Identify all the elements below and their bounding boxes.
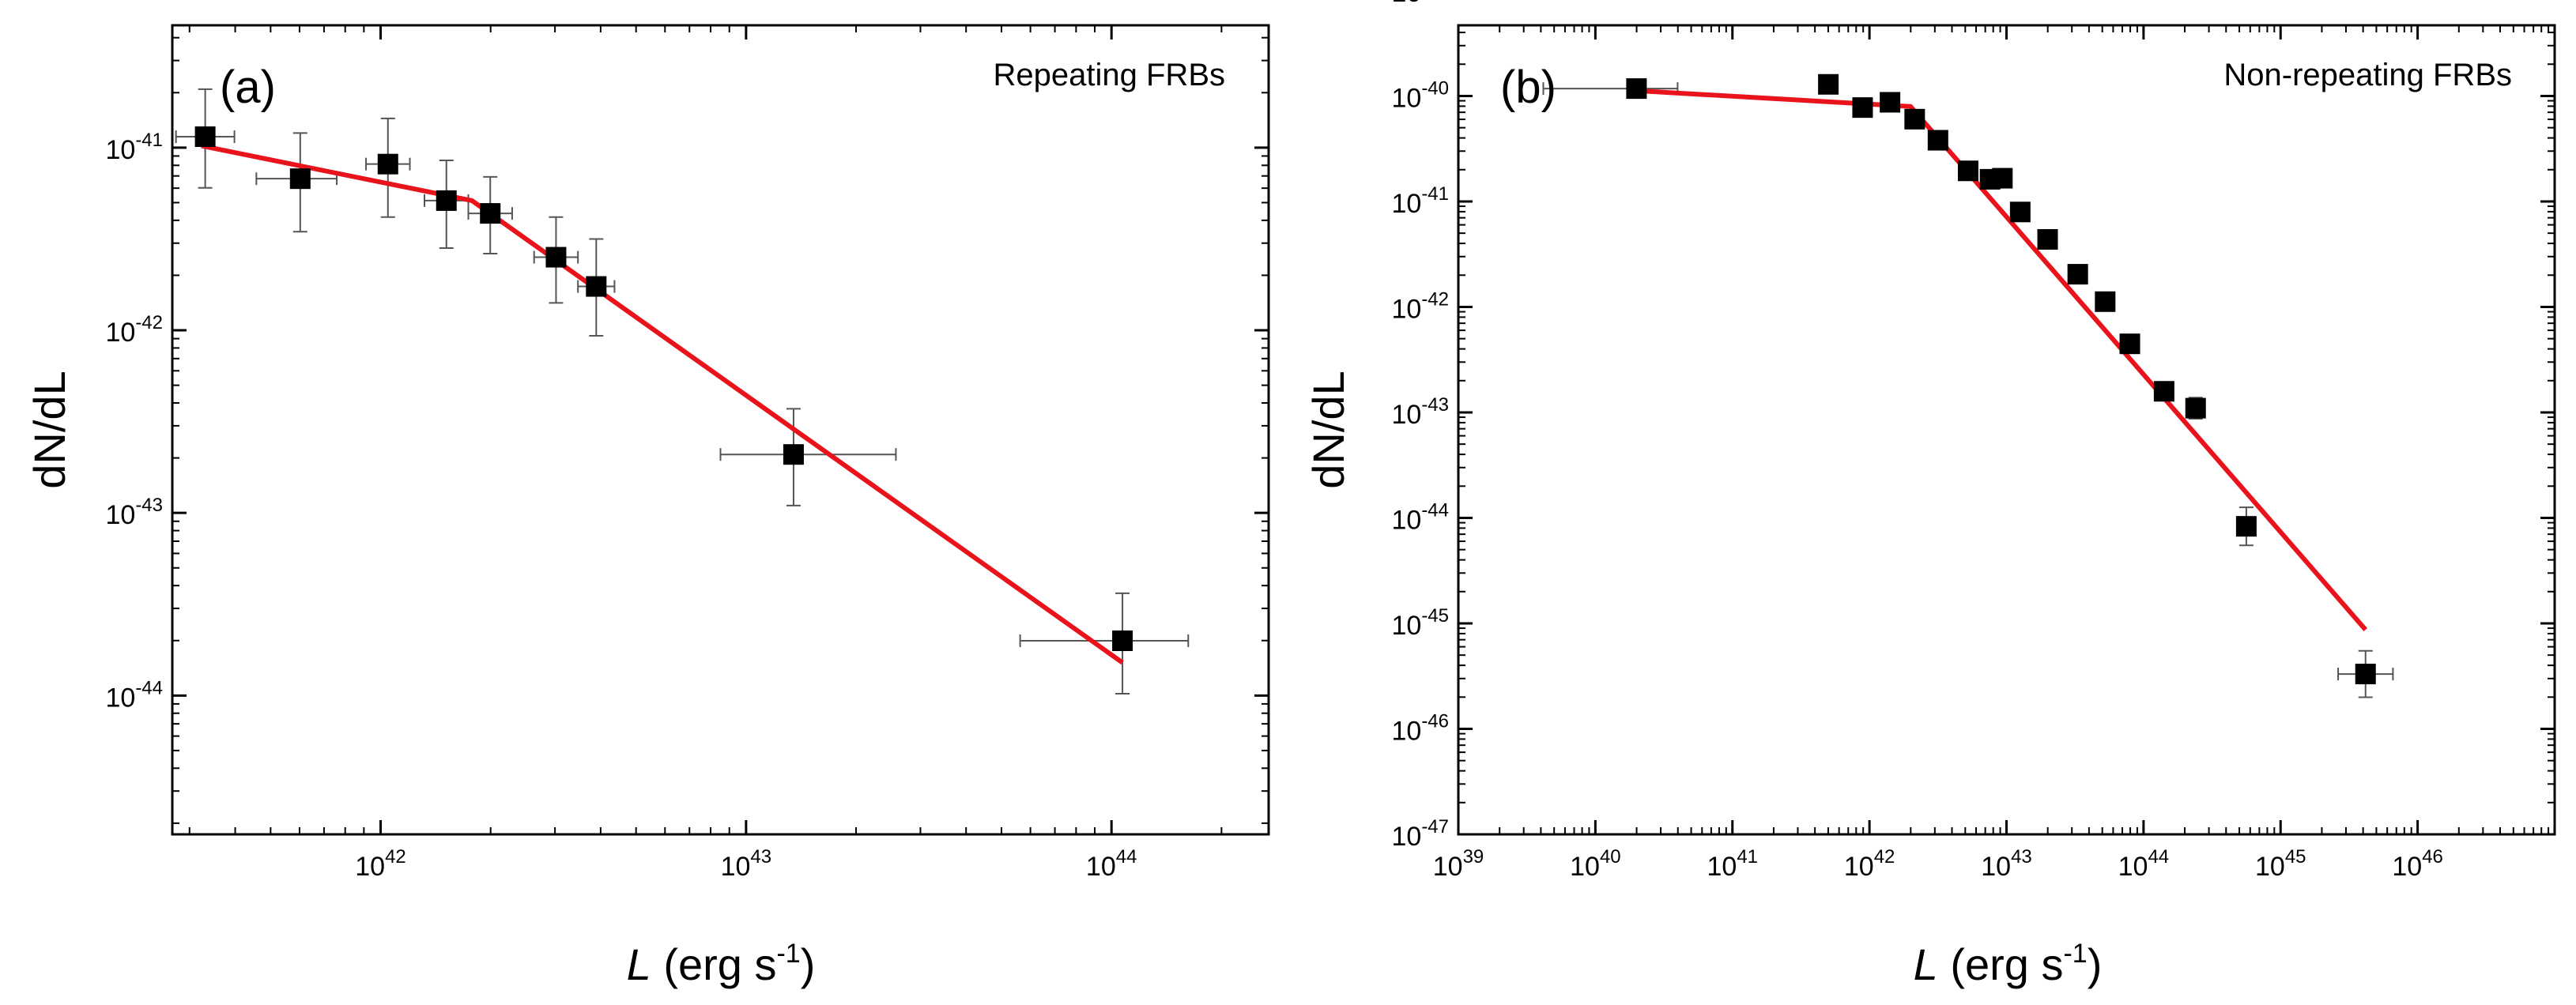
panel-a-data-point [377,153,398,175]
panel-b-data-point [2067,264,2088,285]
panel-b-y-tick-label: 10-43 [1391,394,1449,430]
panel-a-x-tick-label: 1043 [721,846,772,882]
panel-a-y-tick-label: 10-41 [105,130,163,165]
panel-b-data-point [2119,333,2140,355]
panel-b-x-tick-label: 1042 [1844,846,1895,882]
panel-a-data-point [783,444,804,465]
panel-b-y-tick-label: 10-39 [1391,0,1449,8]
panel-b-frame [1457,24,2556,836]
panel-b-data-point [2185,397,2206,419]
panel-a-letter: (a) [220,62,276,113]
panel-b-x-tick-label: 1041 [1707,846,1758,882]
panel-b-data-point [2037,229,2058,250]
panel-b-y-tick-label: 10-40 [1391,77,1449,113]
panel-a-y-axis-title: dN/dL [25,371,74,488]
panel-a-x-tick-label: 1044 [1086,846,1137,882]
panel-a-data-point [436,190,457,211]
panel-b-data-point [2009,201,2031,223]
panel-b-title: Non-repeating FRBs [2223,58,2512,92]
panel-a-y-tick-label: 10-43 [105,495,163,530]
panel-a-repeating: 1042 1043 1044 10-41 10-42 10-43 10-44 (a) Rep… [25,24,1270,989]
panel-b-x-tick-label: 1045 [2255,846,2306,882]
panel-a-fit-line [201,143,1124,665]
panel-a-data-point [586,276,607,297]
panel-b-data-point [1992,168,2013,189]
panel-b-y-tick-label: 10-46 [1391,710,1449,746]
panel-a-data-point [289,168,311,190]
panel-b-y-tick-label: 10-44 [1391,499,1449,535]
panel-b-data-point [1904,108,1925,130]
panel-a-y-tick-label: 10-42 [105,312,163,348]
panel-b-data-point [1818,73,1839,95]
panel-b-data-point [2235,516,2257,537]
panel-a-data-point [194,126,216,148]
panel-b-nonrepeating: 1039 1040 1041 1042 1043 1044 1045 1046 10-39 10-… [1303,0,2556,989]
panel-b-y-tick-label: 10-41 [1391,183,1449,219]
panel-b-x-tick-label: 1039 [1433,846,1484,882]
panel-b-y-tick-label: 10-47 [1391,816,1449,852]
panel-b-x-tick-label: 1043 [1981,846,2032,882]
panel-a-data-point [545,247,567,268]
panel-b-y-tick-label: 10-42 [1391,288,1449,324]
panel-a-plot-area: 1042 1043 1044 10-41 10-42 10-43 10-44 [105,25,1269,882]
panel-a-x-axis-title: L (erg s-1) [627,939,816,989]
panel-b-data-point [1880,92,1901,113]
panel-b-data-point [1927,130,1948,151]
panel-b-plot-area: 1039 1040 1041 1042 1043 1044 1045 1046 10-39 10-… [1391,0,2555,882]
panel-b-data-point [1626,78,1647,100]
panel-a-data-point [480,203,501,224]
panel-a-data-point [1112,630,1133,651]
panel-b-data-point [1852,97,1873,119]
panel-a-y-tick-label: 10-44 [105,677,163,713]
panel-b-fit-line [1636,88,2367,631]
panel-b-x-tick-label: 1040 [1570,846,1621,882]
panel-b-x-tick-label: 1044 [2118,846,2170,882]
panel-b-x-tick-label: 1046 [2392,846,2443,882]
panel-b-y-axis-title: dN/dL [1303,371,1353,488]
panel-b-letter: (b) [1500,62,1556,113]
panel-b-data-point [2153,381,2174,402]
panel-b-data-point [2095,291,2116,312]
panel-b-x-axis-title: L (erg s-1) [1914,939,2103,989]
panel-a-title: Repeating FRBs [994,58,1225,92]
panel-b-data-point [2355,664,2376,685]
panel-b-y-tick-label: 10-45 [1391,605,1449,641]
panel-b-data-point [1957,160,1978,182]
panel-a-frame [171,24,1270,836]
panel-a-x-tick-label: 1042 [355,846,406,882]
